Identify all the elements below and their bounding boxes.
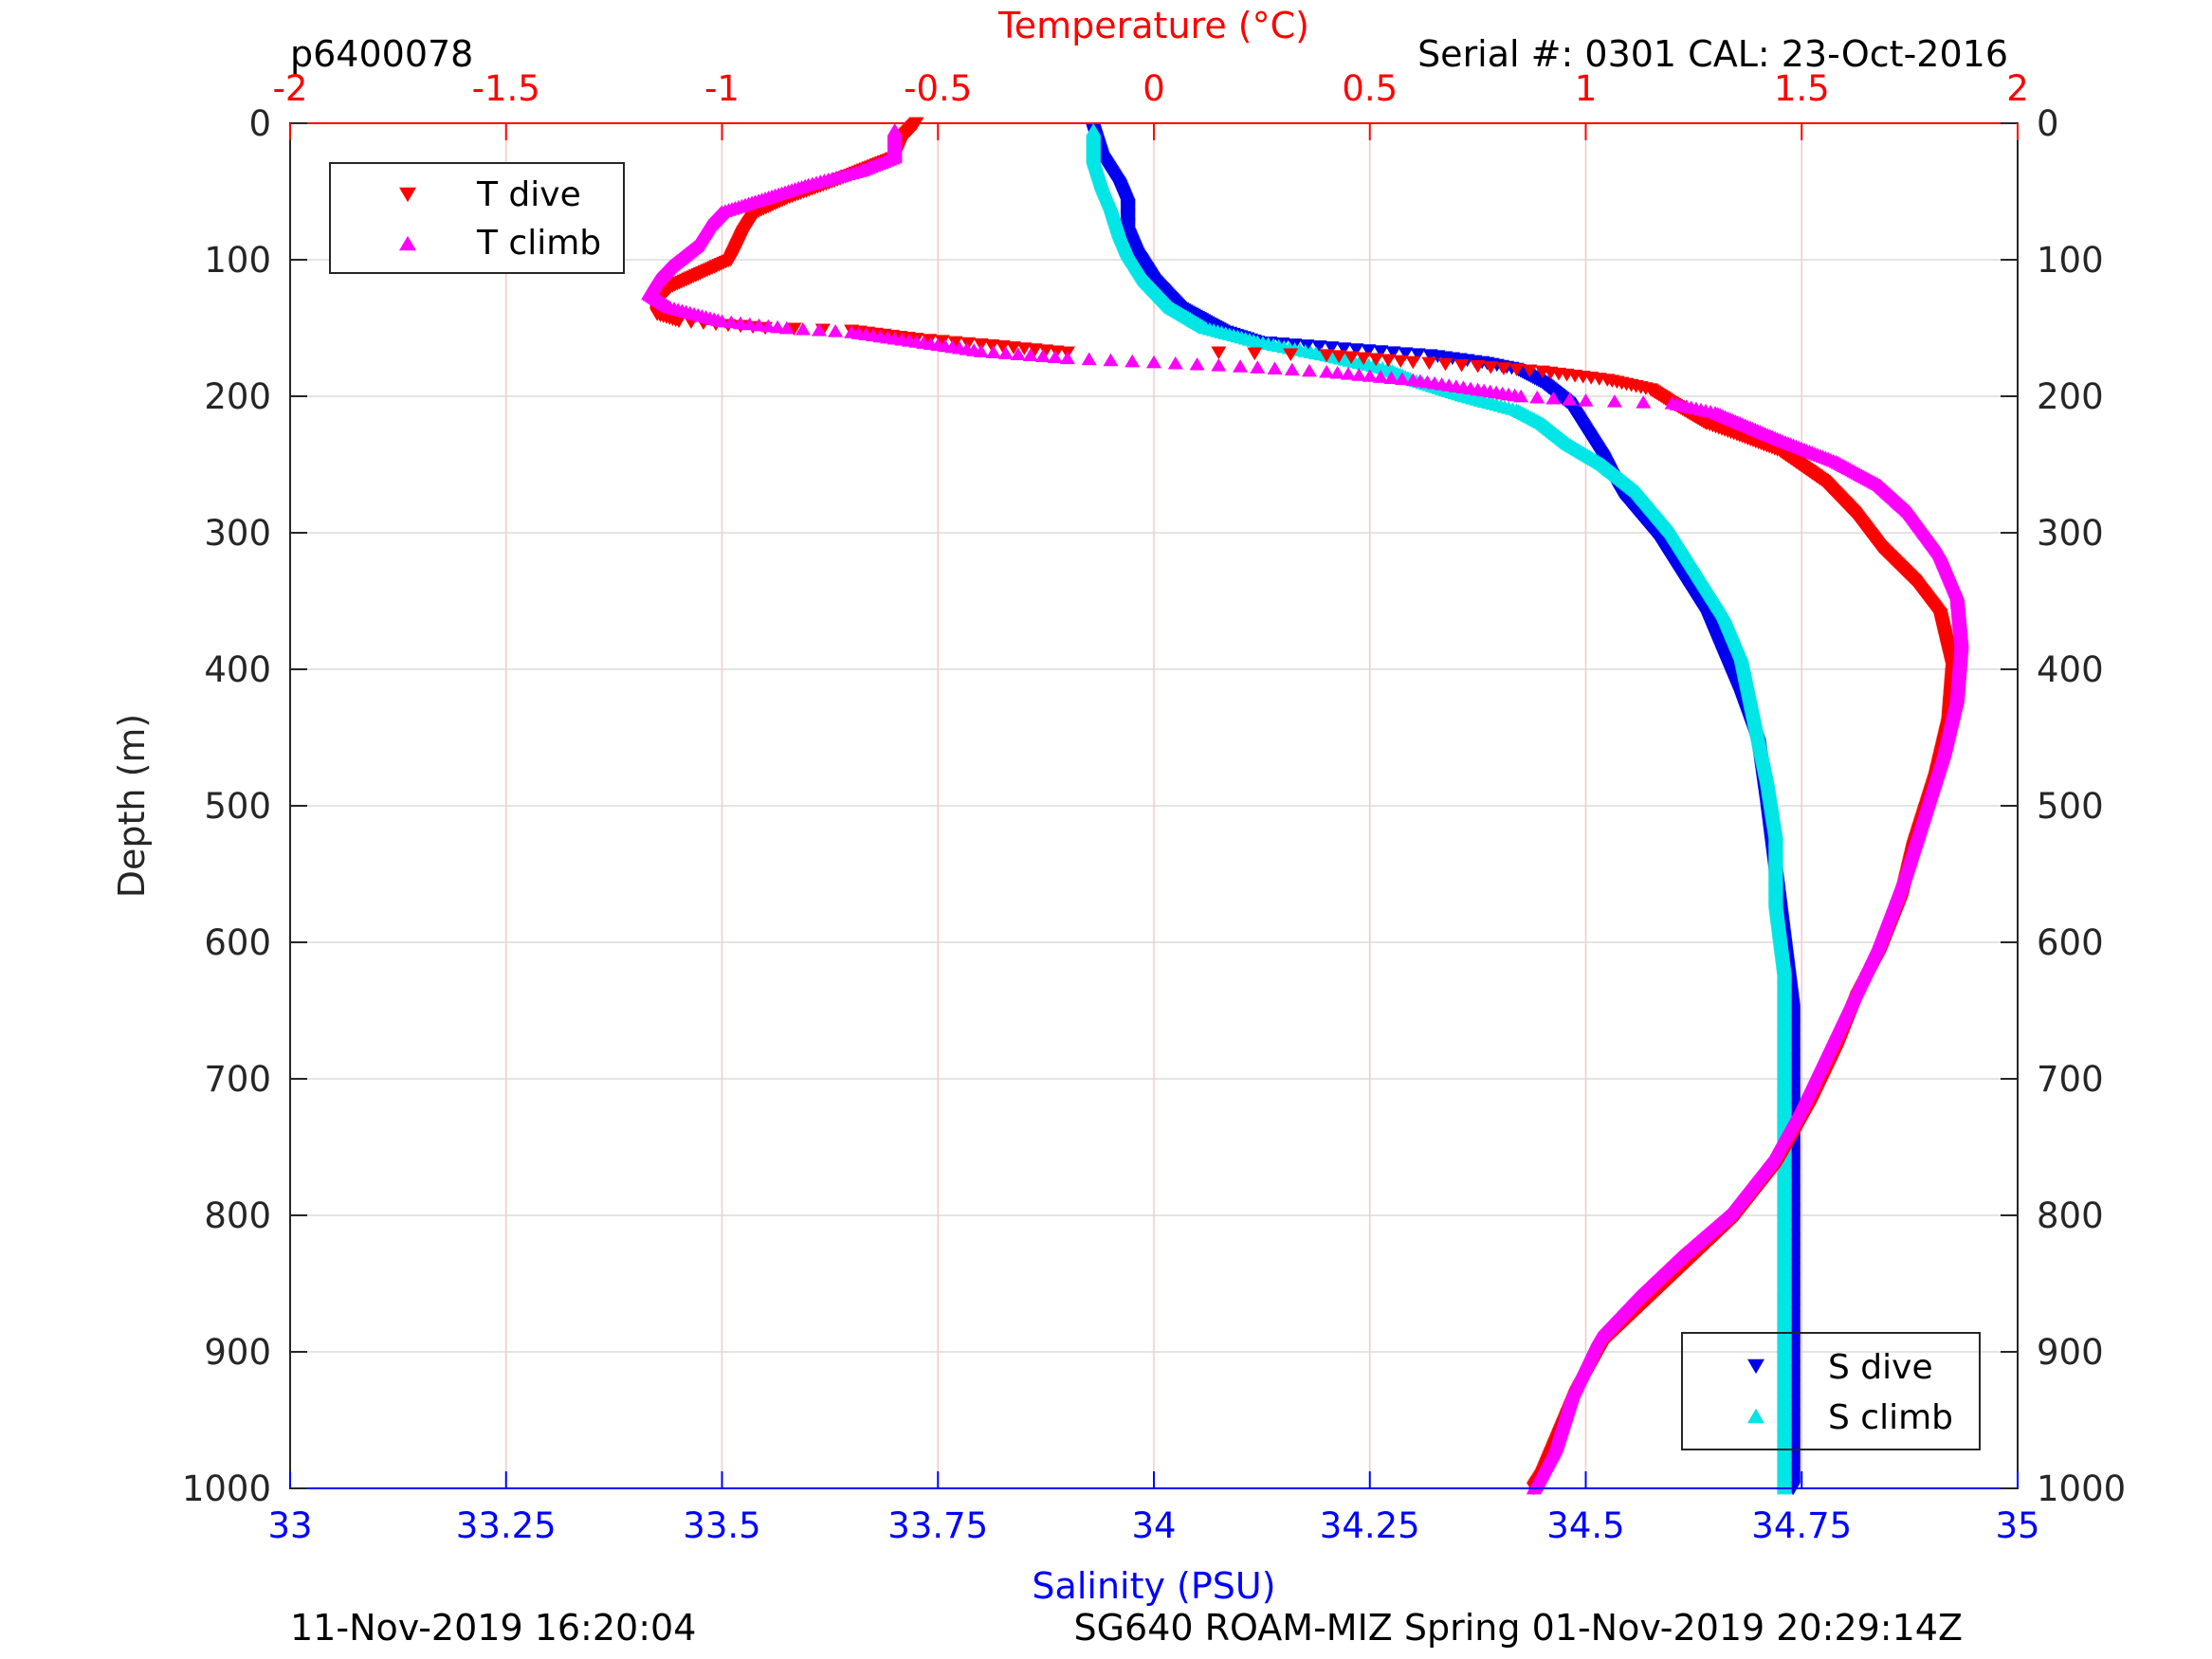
point-t-climb [714,314,730,328]
point-t-climb [1329,365,1345,379]
point-t-dive [934,335,950,349]
point-t-dive [1211,346,1227,360]
point-t-climb [1606,394,1622,408]
point-t-dive [1016,342,1033,356]
point-t-dive [1049,345,1065,359]
point-t-dive [984,338,1000,353]
point-t-climb [1636,395,1652,409]
point-t-dive [1522,364,1538,378]
point-t-dive [947,336,963,350]
point-t-dive [995,340,1011,354]
point-s-dive [1361,344,1377,357]
point-t-climb [1284,362,1300,376]
point-t-dive [1005,341,1021,355]
point-t-dive [1495,362,1511,375]
point-t-climb [1103,353,1119,367]
point-s-dive [1385,346,1401,359]
point-t-dive [1393,355,1409,369]
point-t-dive [1421,356,1437,371]
point-t-dive [1405,356,1421,370]
point-t-climb [1034,349,1051,363]
series-t-climb [641,123,1969,1495]
point-t-climb [1010,347,1026,360]
plot-area [641,117,1969,1496]
point-s-dive [1398,347,1414,360]
point-t-climb [1529,390,1545,404]
point-t-climb [1383,371,1399,384]
point-t-climb [1022,348,1038,361]
point-t-climb [1373,370,1389,383]
point-t-dive [1453,358,1470,373]
point-t-dive [1380,354,1397,368]
point-t-climb [770,319,786,334]
point-t-climb [1059,351,1075,365]
point-t-dive [1483,361,1499,374]
point-s-dive [1311,340,1327,354]
point-t-climb [1267,361,1283,375]
point-t-climb [1189,356,1205,371]
point-t-climb [1146,355,1161,369]
point-t-climb [828,324,844,337]
point-s-dive [1336,342,1352,356]
point-t-climb [973,344,989,357]
point-t-dive [1319,349,1335,362]
point-t-climb [1319,364,1335,378]
point-t-dive [1331,350,1347,364]
point-t-climb [985,345,1001,358]
point-t-climb [1211,358,1227,372]
point-t-climb [1124,354,1141,368]
point-t-climb [1340,367,1356,380]
point-t-dive [670,315,686,328]
point-t-dive [1283,348,1299,362]
point-t-climb [751,318,767,332]
point-t-climb [1513,389,1529,403]
point-t-dive [1368,353,1384,367]
point-t-climb [1362,369,1378,382]
point-t-dive [786,322,802,337]
point-t-dive [1437,357,1453,372]
point-t-climb [741,317,758,331]
point-t-dive [1508,363,1525,376]
point-t-climb [1301,363,1317,377]
point-t-climb [778,320,795,335]
point-t-climb [1233,359,1249,373]
point-s-dive [1324,341,1340,355]
point-t-climb [1351,368,1367,381]
point-s-dive [1410,348,1426,361]
point-t-dive [1470,359,1486,374]
point-s-dive [1299,339,1315,353]
point-t-climb [723,315,740,329]
point-t-climb [733,316,749,330]
point-t-climb [1250,360,1266,374]
point-t-climb [1081,352,1097,366]
point-t-climb [795,321,811,336]
point-t-climb [1167,356,1183,370]
point-t-dive [1247,347,1263,361]
point-t-climb [760,319,777,333]
point-t-climb [1047,350,1063,364]
point-s-dive [1373,345,1389,358]
point-t-dive [1356,352,1372,366]
point-t-climb [1394,372,1410,386]
point-t-climb [1545,391,1562,405]
point-t-dive [960,337,977,351]
point-t-dive [1344,351,1360,365]
point-t-climb [1562,392,1578,406]
point-t-climb [1578,393,1594,407]
point-t-climb [811,322,827,337]
point-t-dive [1038,344,1054,357]
point-s-dive [1348,343,1364,356]
point-t-dive [1027,343,1043,356]
point-t-climb [997,346,1014,359]
